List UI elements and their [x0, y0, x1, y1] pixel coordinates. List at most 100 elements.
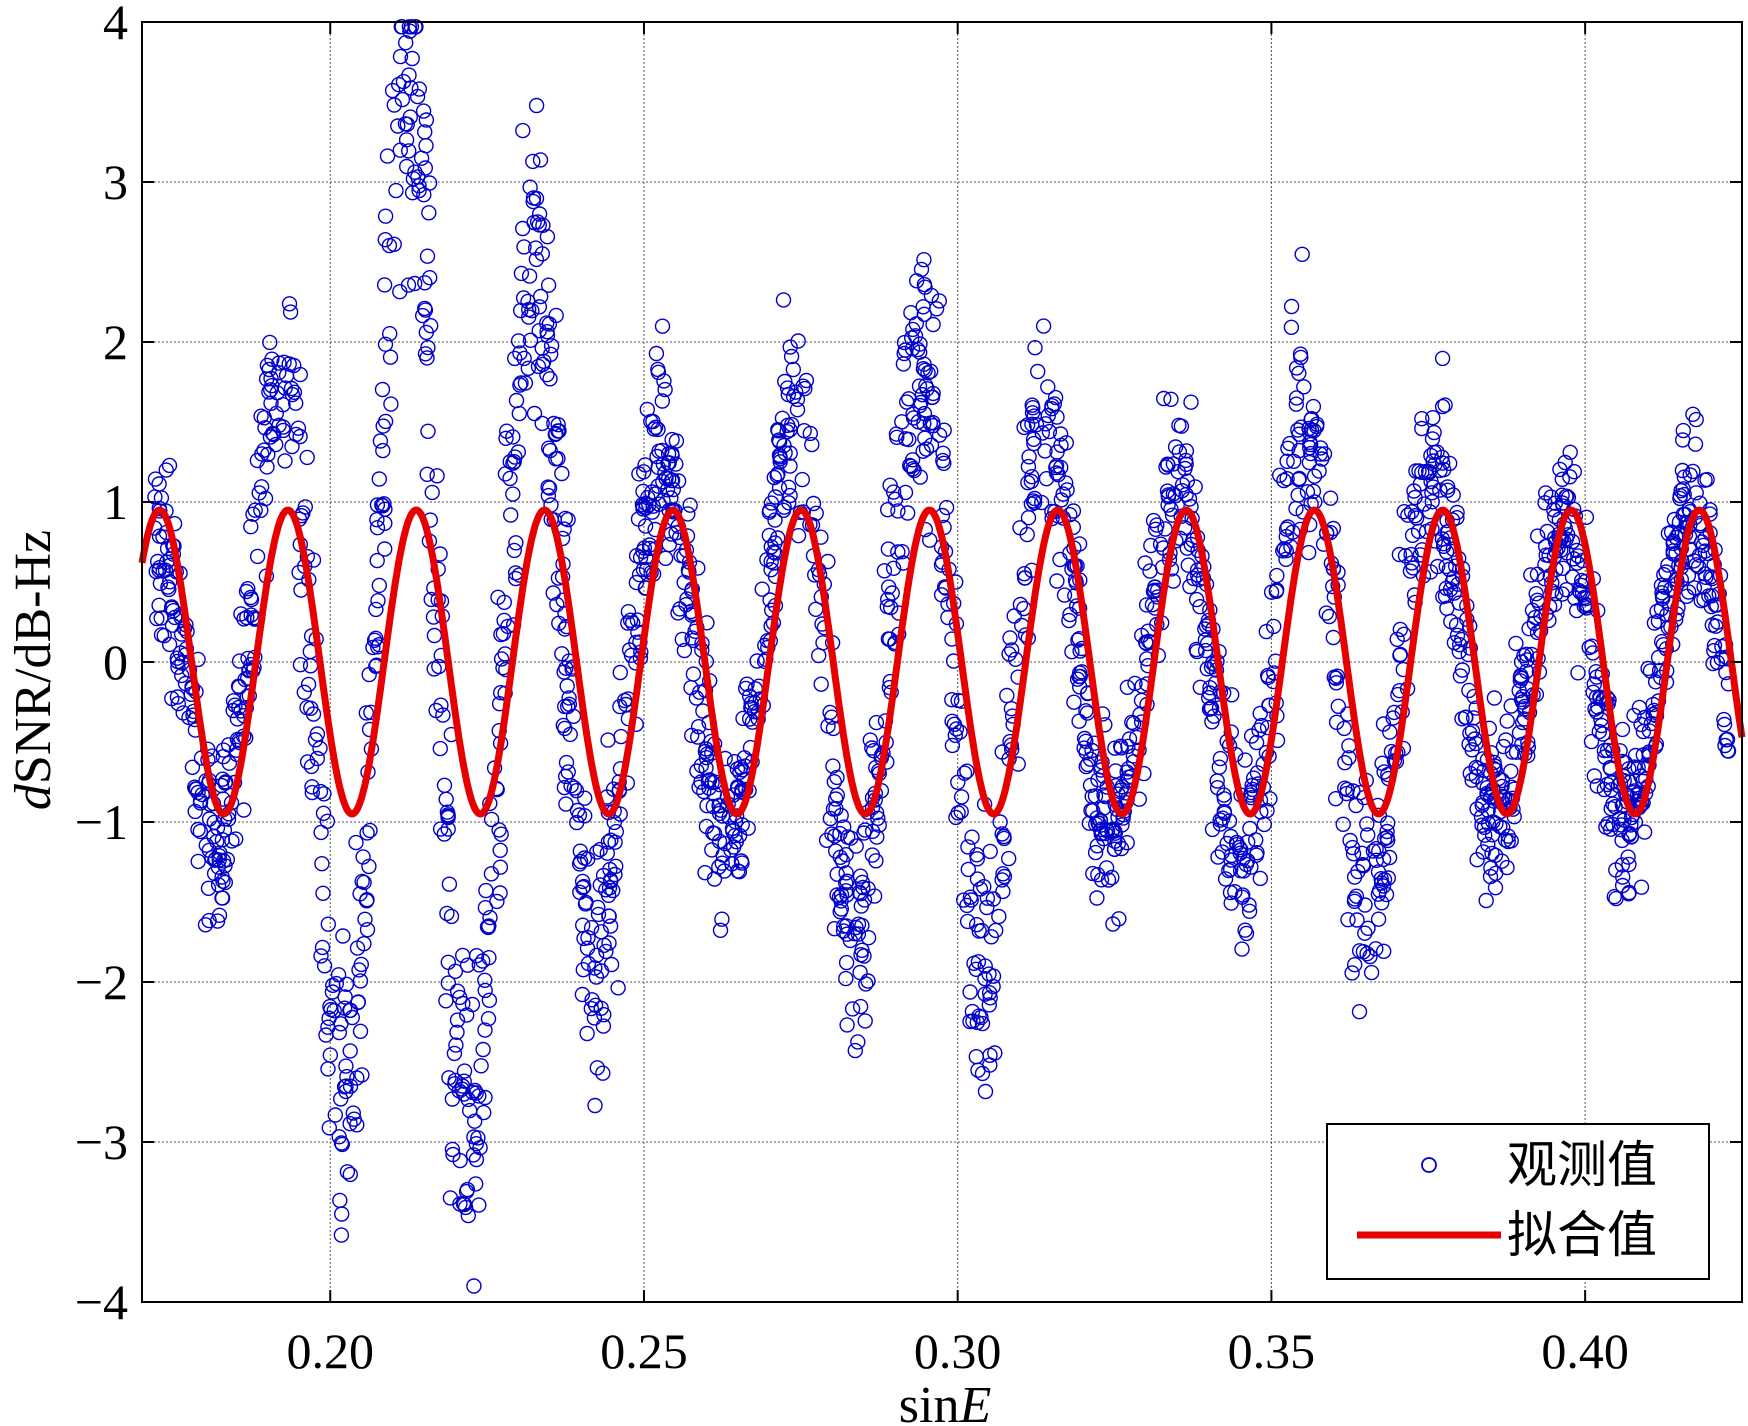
scatter-point	[313, 948, 329, 964]
scatter-point	[407, 164, 423, 180]
scatter-point	[994, 744, 1010, 760]
scatter-point	[342, 1002, 359, 1018]
scatter-point	[852, 886, 869, 902]
scatter-point	[894, 544, 910, 560]
scatter-point	[782, 458, 798, 474]
scatter-point	[480, 919, 496, 936]
scatter-point	[1345, 783, 1361, 799]
scatter-point	[516, 239, 532, 255]
scatter-point	[339, 1164, 356, 1180]
scatter-point	[197, 917, 214, 933]
scatter-point	[335, 928, 351, 944]
scatter-point	[1379, 832, 1396, 849]
scatter-point	[288, 395, 304, 411]
scatter-point	[549, 596, 565, 613]
scatter-point	[296, 684, 312, 700]
scatter-point	[1529, 566, 1546, 582]
scatter-point	[637, 518, 654, 534]
scatter-point	[699, 798, 715, 814]
scatter-point	[974, 922, 990, 939]
scatter-point	[170, 659, 186, 675]
scatter-point	[375, 442, 391, 459]
scatter-point	[417, 275, 433, 291]
scatter-point	[1495, 738, 1512, 755]
scatter-point	[1328, 714, 1345, 730]
scatter-point	[1120, 738, 1136, 755]
scatter-point	[292, 657, 309, 673]
scatter-point	[1389, 631, 1405, 647]
scatter-point	[1288, 390, 1305, 406]
scatter-point	[1355, 857, 1371, 873]
scatter-point	[770, 530, 786, 546]
scatter-point	[421, 175, 438, 191]
scatter-point	[439, 804, 456, 820]
scatter-point	[419, 248, 436, 264]
scatter-point	[684, 727, 700, 744]
scatter-point	[478, 882, 494, 899]
scatter-point	[583, 920, 600, 936]
scatter-point	[1403, 546, 1419, 563]
scatter-point	[925, 316, 941, 333]
scatter-point	[647, 486, 664, 502]
scatter-point	[483, 811, 500, 828]
scatter-point	[345, 1105, 361, 1121]
scatter-point	[1335, 816, 1351, 832]
scatter-point	[985, 891, 1002, 907]
scatter-point	[858, 976, 874, 992]
x-tick-label: 0.30	[914, 1323, 1002, 1379]
scatter-point	[1280, 440, 1296, 456]
scatter-point	[1424, 494, 1440, 510]
scatter-point	[327, 1107, 343, 1123]
scatter-point	[1223, 852, 1239, 868]
scatter-point	[513, 375, 529, 391]
scatter-point	[393, 19, 409, 35]
scatter-point	[1588, 689, 1605, 705]
scatter-point	[173, 667, 190, 684]
scatter-point	[271, 365, 287, 381]
scatter-point	[1241, 903, 1258, 919]
scatter-point	[1403, 504, 1420, 520]
scatter-point	[540, 479, 556, 495]
scatter-point	[1363, 964, 1380, 981]
scatter-point	[1163, 391, 1179, 407]
scatter-point	[224, 833, 240, 849]
scatter-point	[1586, 768, 1603, 784]
scatter-point	[898, 431, 914, 447]
scatter-point	[1454, 662, 1471, 678]
scatter-point	[164, 690, 180, 707]
scatter-point	[871, 817, 887, 833]
scatter-point	[1499, 713, 1515, 729]
scatter-point	[952, 724, 968, 740]
scatter-point	[610, 980, 626, 996]
scatter-point	[333, 1091, 349, 1107]
scatter-point	[1688, 411, 1704, 428]
scatter-point	[574, 986, 591, 1003]
scatter-point	[1020, 458, 1037, 475]
scatter-point	[838, 970, 854, 987]
scatter-point	[654, 393, 670, 409]
scatter-point	[405, 170, 422, 187]
scatter-point	[1114, 779, 1131, 795]
scatter-point	[1483, 860, 1499, 876]
scatter-point	[947, 727, 963, 743]
scatter-point	[1498, 732, 1514, 748]
scatter-point	[338, 1083, 354, 1100]
scatter-point	[1090, 867, 1106, 883]
scatter-point	[451, 1083, 467, 1099]
scatter-point	[1283, 319, 1300, 335]
scatter-point	[316, 786, 332, 802]
scatter-point	[462, 1102, 478, 1119]
scatter-point	[1294, 246, 1310, 263]
scatter-point	[1322, 490, 1339, 506]
scatter-point	[1311, 463, 1327, 479]
y-tick-label: 3	[103, 154, 128, 210]
scatter-point	[1252, 705, 1268, 722]
scatter-point	[917, 362, 933, 378]
scatter-point	[386, 236, 402, 253]
scatter-point	[480, 1011, 497, 1027]
scatter-point	[517, 375, 534, 391]
scatter-point	[1127, 675, 1143, 692]
scatter-point	[1107, 833, 1123, 849]
scatter-point	[1564, 533, 1581, 550]
scatter-point	[1216, 791, 1233, 807]
